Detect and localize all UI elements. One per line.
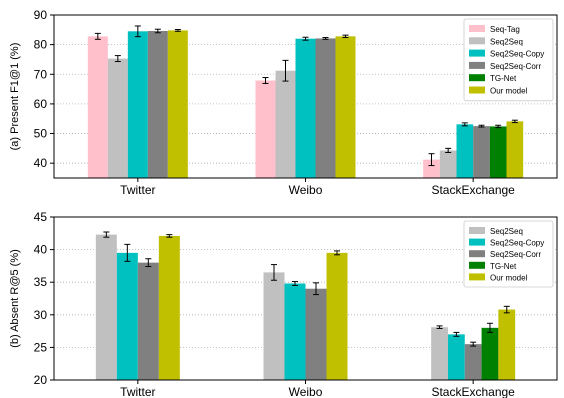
y-tick-label: 80 xyxy=(34,38,48,52)
bar xyxy=(431,327,448,380)
bar xyxy=(295,38,316,178)
legend-swatch xyxy=(469,227,485,234)
legend-frame xyxy=(463,220,554,288)
legend-swatch xyxy=(469,74,485,82)
bar xyxy=(147,31,168,179)
y-tick-label: 70 xyxy=(34,67,48,81)
bar xyxy=(439,150,457,178)
legend-label: Seq2Seq xyxy=(490,37,523,46)
bar xyxy=(481,327,499,380)
bar xyxy=(255,80,276,178)
y-tick-label: 40 xyxy=(34,156,48,170)
x-tick-label: StackExchange xyxy=(431,183,515,197)
plot-frame xyxy=(53,14,558,179)
bar xyxy=(95,234,117,380)
y-tick-label: 60 xyxy=(34,97,48,111)
legend-label: Seq-Tag xyxy=(490,25,520,34)
legend-swatch xyxy=(469,25,485,32)
legend-swatch xyxy=(469,250,485,258)
legend-label: TG-Net xyxy=(490,74,517,83)
legend-swatch xyxy=(469,61,485,69)
y-tick-label: 50 xyxy=(34,127,48,141)
legend-swatch xyxy=(469,261,485,269)
legend-label: Seq2Seq-Copy xyxy=(490,239,544,248)
bar xyxy=(275,70,296,178)
legend: Seq-Tag Seq2Seq Seq2Seq-Copy Seq2Seq-Corr TG… xyxy=(463,18,554,102)
y-tick-label: 45 xyxy=(34,210,48,224)
chart-panel-0: Twitter Weibo StackExchange 40 50 60 70 80 90 (a)… xyxy=(9,8,558,197)
legend-label: Seq2Seq xyxy=(490,227,523,236)
bar xyxy=(107,58,128,178)
bar xyxy=(284,283,306,380)
x-tick-label: Twitter xyxy=(120,385,155,398)
legend-label: Our model xyxy=(490,87,528,96)
legend-label: Seq2Seq-Corr xyxy=(490,62,541,71)
legend-label: Seq2Seq-Copy xyxy=(490,50,544,59)
y-tick-label: 20 xyxy=(34,373,48,387)
legend-swatch xyxy=(469,273,485,281)
bar xyxy=(305,288,327,380)
legend-swatch xyxy=(469,86,485,94)
bar xyxy=(423,159,440,178)
bar xyxy=(456,124,474,178)
y-axis-label: (a) Present F1@1 (%) xyxy=(9,43,21,151)
bar xyxy=(335,36,356,178)
y-tick-label: 35 xyxy=(34,275,48,289)
bar xyxy=(473,126,490,178)
legend-swatch xyxy=(469,49,485,57)
y-tick-label: 90 xyxy=(34,8,48,22)
bar xyxy=(158,235,180,380)
legend-label: Our model xyxy=(490,273,528,282)
y-axis-label: (b) Absent R@5 (%) xyxy=(9,249,21,348)
y-tick-label: 30 xyxy=(34,308,48,322)
legend-label: Seq2Seq-Corr xyxy=(490,250,541,259)
bar xyxy=(167,30,188,179)
chart-panel-1: Twitter Weibo StackExchange 20 25 30 35 40 45 (b)… xyxy=(9,210,558,398)
x-tick-label: StackExchange xyxy=(431,385,515,398)
x-tick-label: Twitter xyxy=(120,183,155,197)
bar xyxy=(506,121,524,178)
x-tick-label: Weibo xyxy=(289,183,323,197)
plot-frame xyxy=(53,216,558,381)
y-tick-label: 25 xyxy=(34,340,48,354)
bar xyxy=(498,309,516,380)
legend-swatch xyxy=(469,238,485,246)
bar xyxy=(326,252,348,380)
legend-frame xyxy=(463,18,554,102)
bar xyxy=(464,344,482,380)
bar xyxy=(137,262,159,380)
legend-swatch xyxy=(469,37,485,45)
legend: Seq2Seq Seq2Seq-Copy Seq2Seq-Corr TG-Net Our… xyxy=(463,220,554,288)
bar xyxy=(489,126,507,178)
y-tick-label: 40 xyxy=(34,243,48,257)
bar xyxy=(87,36,108,178)
bar xyxy=(127,31,148,178)
bar xyxy=(447,334,465,380)
bar xyxy=(116,252,138,380)
bar xyxy=(315,38,336,179)
legend-label: TG-Net xyxy=(490,262,517,271)
x-tick-label: Weibo xyxy=(289,385,323,398)
bar xyxy=(263,272,285,380)
